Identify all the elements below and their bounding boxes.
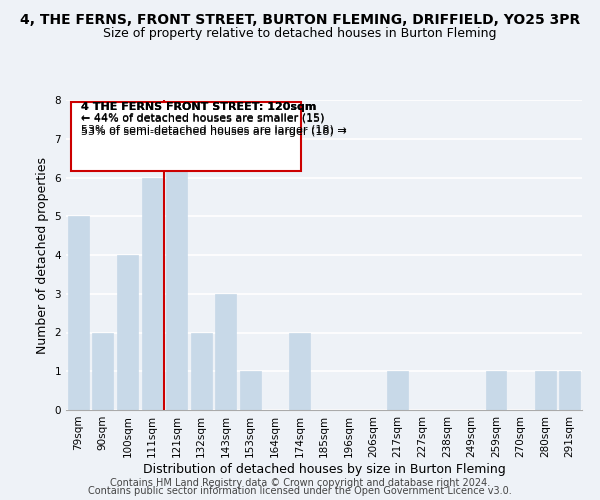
Bar [559, 371, 580, 410]
Bar [289, 332, 310, 410]
Text: Size of property relative to detached houses in Burton Fleming: Size of property relative to detached ho… [103, 28, 497, 40]
Text: ← 44% of detached houses are smaller (15)
53% of semi-detached houses are larger: ← 44% of detached houses are smaller (15… [82, 112, 347, 136]
Text: Contains public sector information licensed under the Open Government Licence v3: Contains public sector information licen… [88, 486, 512, 496]
Bar [215, 294, 236, 410]
Text: 4 THE FERNS FRONT STREET: 120sqm: 4 THE FERNS FRONT STREET: 120sqm [82, 102, 317, 112]
Bar [142, 178, 163, 410]
Bar [191, 332, 212, 410]
Text: Contains HM Land Registry data © Crown copyright and database right 2024.: Contains HM Land Registry data © Crown c… [110, 478, 490, 488]
Bar [387, 371, 408, 410]
Text: ← 44% of detached houses are smaller (15): ← 44% of detached houses are smaller (15… [82, 114, 325, 124]
X-axis label: Distribution of detached houses by size in Burton Fleming: Distribution of detached houses by size … [143, 462, 505, 475]
Text: 4, THE FERNS, FRONT STREET, BURTON FLEMING, DRIFFIELD, YO25 3PR: 4, THE FERNS, FRONT STREET, BURTON FLEMI… [20, 12, 580, 26]
Text: 4 THE FERNS FRONT STREET: 120sqm: 4 THE FERNS FRONT STREET: 120sqm [82, 102, 317, 112]
Bar [166, 138, 187, 410]
Bar [92, 332, 113, 410]
Bar [68, 216, 89, 410]
Bar [485, 371, 506, 410]
FancyBboxPatch shape [71, 102, 301, 172]
Bar [240, 371, 261, 410]
Bar [535, 371, 556, 410]
Y-axis label: Number of detached properties: Number of detached properties [36, 156, 49, 354]
Bar [117, 255, 138, 410]
Text: 53% of semi-detached houses are larger (18) →: 53% of semi-detached houses are larger (… [82, 124, 347, 134]
